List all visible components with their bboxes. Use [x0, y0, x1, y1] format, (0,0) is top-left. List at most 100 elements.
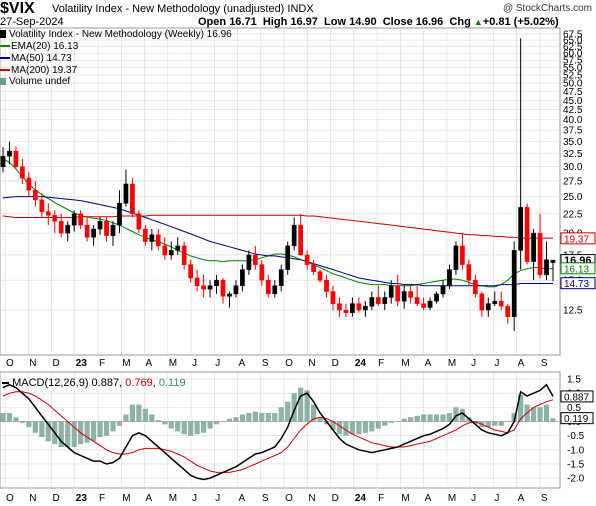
macd-histogram-bar [19, 421, 26, 423]
macd-histogram-bar [188, 421, 194, 436]
candle-body [7, 150, 12, 157]
y-tick-label: 32.5 [563, 149, 583, 160]
macd-histogram-bar [226, 418, 233, 422]
candle-body [343, 309, 349, 313]
candles [0, 38, 556, 331]
ema20-line [2, 158, 553, 288]
x-tick-label: D [332, 358, 339, 369]
x-tick-label: M [448, 493, 456, 504]
low-label: Low [324, 16, 347, 28]
macd-legend-hist: 0.119 [158, 377, 186, 389]
macd-histogram-bar [453, 407, 459, 422]
macd-tag [560, 390, 594, 403]
candle-body [498, 300, 504, 307]
candle-body [479, 293, 485, 311]
candle-body [511, 250, 517, 318]
price-panel [0, 27, 561, 356]
x-tick-label: M [122, 493, 130, 504]
macd-histogram-bar [323, 421, 330, 425]
price-tag-label: 19.37 [564, 234, 589, 245]
legend-volume: Volume undef [0, 77, 70, 87]
candle-body [492, 300, 498, 304]
candle-body [33, 189, 38, 201]
price-tag [560, 277, 596, 290]
macd-histogram-bar [58, 421, 64, 447]
x-tick-label: S [262, 493, 269, 504]
macd-histogram-bar [207, 421, 213, 429]
macd-histogram-bar [518, 394, 524, 422]
candle-body [337, 303, 342, 311]
x-tick-label: S [541, 358, 548, 369]
candle-body [201, 285, 206, 290]
candle-body [123, 183, 129, 204]
macd-histogram-bar [136, 404, 142, 422]
candle-body [181, 245, 187, 265]
legend-ema20-label: EMA(20) 16.13 [11, 41, 79, 52]
y-tick-label: 40.0 [563, 115, 583, 126]
x-tick-label: S [262, 358, 269, 369]
candle-body [382, 297, 388, 304]
macd-histogram-bar [369, 421, 375, 432]
candle-body [291, 224, 297, 247]
macd-histogram-bar [155, 420, 161, 422]
candle-body [259, 264, 265, 281]
candle-body [91, 228, 96, 238]
x-tick-label: A [518, 493, 525, 504]
candle-body [330, 291, 336, 304]
x-tick-label: O [6, 358, 14, 369]
macd-tag [560, 412, 594, 425]
macd-tag-label: 0.887 [564, 392, 589, 403]
macd-histogram-bar [162, 421, 168, 425]
macd-histogram-bar [45, 421, 51, 442]
macd-histogram-bar [71, 421, 77, 447]
macd-histogram-bar [511, 413, 517, 422]
macd-histogram-bar [459, 408, 466, 422]
candle-body [434, 293, 439, 302]
candle-body [265, 279, 271, 295]
candle-body [550, 259, 556, 263]
macd-histogram-bar [492, 421, 498, 426]
x-tick-label: F [378, 493, 384, 504]
macd-tags: 0.887 0.119 [560, 390, 594, 425]
candle-body [388, 285, 394, 298]
candle-body [518, 207, 523, 251]
candle-body [544, 259, 549, 276]
candle-body [45, 211, 51, 216]
x-tick-label: A [239, 493, 246, 504]
x-tick-label: N [308, 493, 315, 504]
macd-histogram-bar [291, 393, 297, 422]
candle-body [272, 285, 278, 295]
macd-histogram-bar [84, 421, 90, 443]
ma50-line [2, 196, 553, 287]
y-tick-label: 30.0 [563, 162, 583, 173]
open-value: 16.71 [229, 16, 257, 28]
candle-body [285, 245, 291, 270]
candle-body [304, 254, 310, 265]
macd-histogram-bar [123, 414, 129, 422]
macd-histogram-bar [310, 404, 317, 422]
ohlc-summary: Open 16.71 High 16.97 Low 14.90 Close 16… [198, 17, 559, 28]
candle-body [84, 224, 90, 238]
macd-histogram-bar [103, 421, 110, 436]
x-tick-label: N [308, 358, 315, 369]
y-tick-label: 25.0 [563, 192, 583, 203]
macd-histogram-bar [304, 390, 310, 422]
open-label: Open [198, 16, 227, 28]
candle-body [253, 254, 258, 265]
volume-legend-icon [0, 77, 6, 85]
candle-body [188, 264, 193, 279]
candle-body [298, 224, 303, 256]
candle-body [78, 213, 83, 226]
candle-body [0, 155, 6, 167]
macd-histogram-bar [498, 421, 504, 426]
macd-histogram-bar [39, 421, 45, 438]
macd-histogram-bar [272, 413, 278, 422]
x-tick-label: J [215, 493, 220, 504]
candle-body [39, 199, 45, 212]
up-triangle-icon: ▲ [473, 17, 483, 27]
candle-body [97, 221, 103, 230]
candle-body [278, 269, 284, 287]
x-tick-label: J [192, 493, 197, 504]
legend-ma200-label: MA(200) 19.37 [11, 65, 78, 76]
y-tick-label: 62.5 [563, 42, 583, 53]
